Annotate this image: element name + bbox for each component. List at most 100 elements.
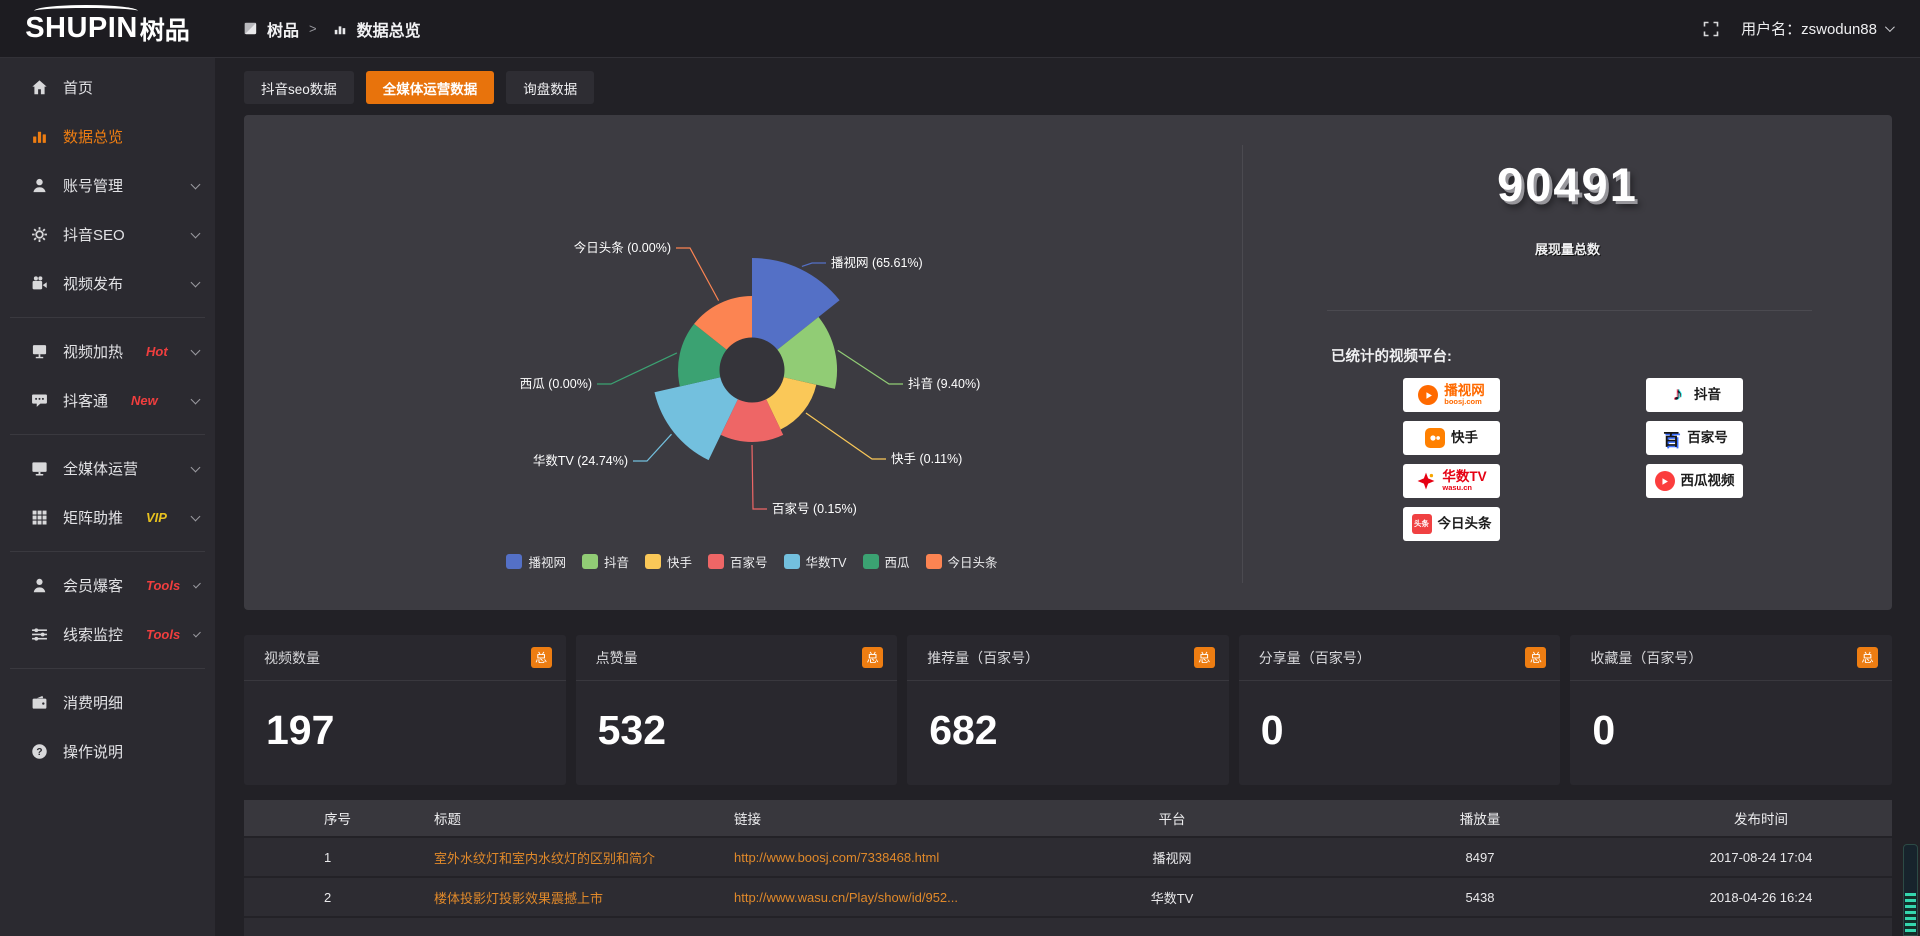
breadcrumb: 树品 > 数据总览 — [244, 17, 421, 41]
sidebar-item-5[interactable]: 视频加热 Hot — [0, 327, 215, 376]
cell-plays: 5438 — [1465, 889, 1495, 905]
chat-icon — [30, 392, 48, 410]
sidebar-item-0[interactable]: 首页 — [0, 63, 215, 112]
video-title-link[interactable]: 室外水纹灯和室内水纹灯的区别和简介 — [434, 850, 656, 866]
sidebar-item-label: 视频加热 — [63, 344, 124, 361]
pie-slice-6[interactable] — [694, 296, 752, 350]
platform-badge-toutiao: 头条 今日头条 — [1403, 507, 1500, 541]
col-platform: 平台 — [1158, 812, 1186, 827]
sidebar-item-2[interactable]: 账号管理 — [0, 161, 215, 210]
video-url-link[interactable]: http://www.boosj.com/7338468.html — [734, 849, 940, 865]
platform-badge-baijia: 百百家号 — [1646, 421, 1743, 455]
platform-badge-kuaishou: 快手 — [1403, 421, 1500, 455]
pie-label-1: 抖音 (9.40%) — [908, 376, 980, 391]
sidebar-item-9[interactable]: 会员爆客 Tools — [0, 561, 215, 610]
total-badge: 总 — [530, 647, 552, 668]
legend-item-6[interactable]: 今日头条 — [925, 552, 998, 571]
sidebar-item-6[interactable]: 抖客通 New — [0, 376, 215, 425]
chevron-down-icon — [190, 277, 201, 287]
stat-card-value: 197 — [266, 707, 335, 753]
chart-icon — [30, 128, 48, 146]
cell-plays: 8497 — [1465, 849, 1495, 865]
sidebar-divider — [10, 317, 205, 318]
pie-label-3: 百家号 (0.15%) — [772, 501, 857, 516]
legend-swatch — [708, 554, 724, 569]
platform-badge-douyin: ♪ 抖音 — [1646, 378, 1743, 412]
data-tabs: 抖音seo数据 全媒体运营数据 询盘数据 — [244, 71, 595, 104]
sidebar-item-label: 抖音SEO — [63, 227, 125, 244]
overview-panel: 播视网 (65.61%) 抖音 (9.40%) 快手 (0.11%) 百家号 (0.1… — [244, 115, 1892, 610]
scrollbar-stripes — [1905, 893, 1916, 935]
person-icon — [30, 577, 48, 595]
app-logo[interactable]: SHUPIN 树品 — [0, 0, 215, 58]
col-no: 序号 — [324, 812, 351, 827]
pie-label-5: 西瓜 (0.00%) — [520, 377, 592, 391]
total-badge: 总 — [1525, 647, 1547, 668]
sidebar-item-label: 首页 — [63, 80, 94, 97]
platform-name: 今日头条 — [1437, 515, 1492, 531]
legend-swatch — [862, 554, 879, 569]
cell-no: 1 — [324, 849, 332, 865]
legend-label: 今日头条 — [947, 556, 998, 570]
chevron-down-icon — [190, 511, 201, 521]
legend-swatch — [925, 554, 942, 569]
pie-label-4: 华数TV (24.74%) — [533, 453, 628, 468]
tab-0[interactable]: 抖音seo数据 — [244, 71, 354, 104]
stat-card-0: 视频数量 总 197 — [244, 635, 566, 785]
pie-slice-3[interactable] — [720, 398, 784, 443]
topbar-right: 用户名：zswodun88 — [1703, 18, 1920, 39]
chevron-down-icon — [190, 345, 201, 355]
logo-text-cn: 树品 — [139, 16, 190, 45]
stat-card-header: 分享量（百家号） 总 — [1238, 635, 1561, 681]
sidebar-item-12[interactable]: ? 操作说明 — [0, 727, 215, 776]
video-url-link[interactable]: http://www.wasu.cn/Play/show/id/952... — [734, 889, 958, 905]
chevron-down-icon — [190, 462, 201, 472]
legend-item-0[interactable]: 播视网 — [506, 552, 566, 571]
logo-arc — [34, 4, 138, 17]
sidebar-item-1[interactable]: 数据总览 — [0, 112, 215, 161]
sidebar-item-label: 矩阵助推 — [63, 510, 124, 527]
breadcrumb-root[interactable]: 树品 — [267, 22, 300, 40]
pie-slice-2[interactable] — [765, 377, 817, 430]
legend-item-5[interactable]: 西瓜 — [862, 552, 910, 571]
legend-swatch — [644, 554, 661, 569]
stat-card-header: 推荐量（百家号） 总 — [907, 635, 1229, 681]
stat-card-value: 532 — [597, 707, 667, 753]
sidebar-item-3[interactable]: 抖音SEO — [0, 210, 215, 259]
platform-sub: wasu.cn — [1442, 483, 1472, 493]
legend-item-3[interactable]: 百家号 — [708, 552, 768, 571]
sidebar-item-label: 视频发布 — [63, 276, 124, 293]
sidebar-item-11[interactable]: 消费明细 — [0, 678, 215, 727]
sidebar-item-label: 会员爆客 — [63, 578, 124, 595]
sliders-icon — [30, 626, 48, 644]
legend-item-2[interactable]: 快手 — [644, 552, 692, 571]
sidebar-item-label: 抖客通 — [63, 393, 109, 410]
chevron-down-icon — [190, 179, 201, 189]
video-title-link[interactable]: 楼体投影灯投影效果震撼上市 — [434, 890, 604, 906]
heat-icon — [30, 343, 48, 361]
legend-swatch — [581, 554, 598, 569]
sidebar: 首页 数据总览 账号管理 抖音SEO 视频发布 视频加热 Hot 抖客通 New 全媒体运营 矩阵助… — [0, 58, 215, 936]
sidebar-item-10[interactable]: 线索监控 Tools — [0, 610, 215, 659]
breadcrumb-separator: > — [309, 21, 317, 36]
scrollbar-widget[interactable] — [1903, 844, 1918, 936]
stat-card-4: 收藏量（百家号） 总 0 — [1570, 635, 1892, 785]
user-menu[interactable]: 用户名：zswodun88 — [1741, 18, 1895, 39]
legend-swatch — [783, 554, 800, 569]
tab-2[interactable]: 询盘数据 — [506, 71, 595, 104]
sidebar-item-7[interactable]: 全媒体运营 — [0, 444, 215, 493]
stat-card-title: 点赞量 — [595, 649, 638, 666]
fullscreen-icon[interactable] — [1703, 21, 1719, 37]
sidebar-item-4[interactable]: 视频发布 — [0, 259, 215, 308]
sidebar-item-8[interactable]: 矩阵助推 VIP — [0, 493, 215, 542]
pie-slice-1[interactable] — [777, 317, 838, 389]
legend-item-4[interactable]: 华数TV — [783, 552, 847, 571]
pie-slice-4[interactable] — [654, 377, 739, 461]
pie-slice-5[interactable] — [678, 323, 727, 387]
tab-1[interactable]: 全媒体运营数据 — [365, 71, 495, 104]
pie-slice-0[interactable] — [752, 258, 840, 350]
platform-name: 播视网 — [1444, 382, 1485, 398]
label-line-1 — [837, 349, 903, 385]
stat-card-value: 682 — [929, 707, 998, 753]
legend-item-1[interactable]: 抖音 — [581, 552, 629, 571]
